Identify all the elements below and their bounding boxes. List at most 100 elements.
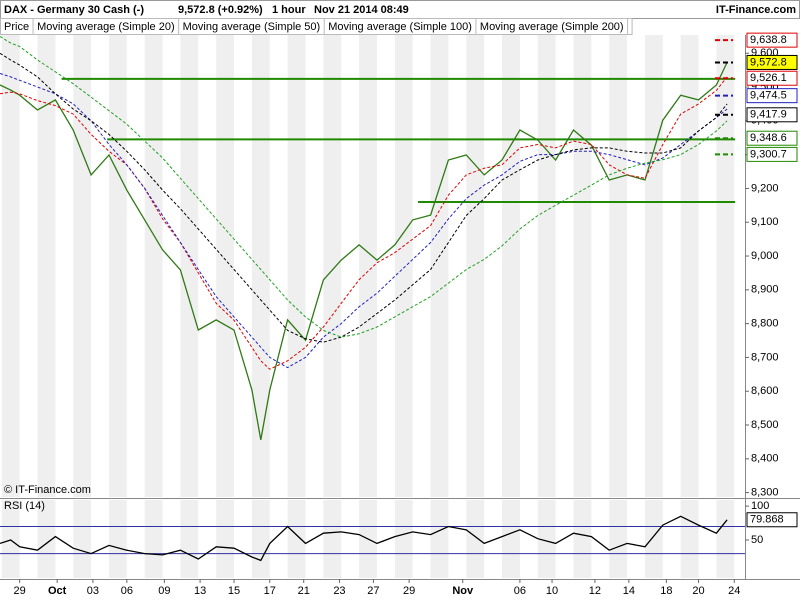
- day-stripe: [644, 500, 663, 578]
- day-stripe: [37, 35, 56, 497]
- day-stripe: [216, 500, 235, 578]
- price-label-box: [746, 54, 798, 70]
- price-label: 9,572.8: [750, 56, 787, 68]
- day-stripes: [1, 35, 735, 578]
- x-tick-label: 12: [589, 585, 601, 597]
- price-label: 9,348.6: [750, 132, 787, 144]
- day-stripe: [323, 500, 342, 578]
- day-stripe: [108, 500, 127, 578]
- y-tick-label: 9,200: [751, 182, 779, 194]
- y-tick-label: 8,900: [751, 284, 779, 296]
- x-tick-label: 23: [333, 585, 345, 597]
- instrument-title: DAX - Germany 30 Cash (-): [4, 4, 144, 16]
- day-stripe: [359, 35, 377, 497]
- x-tick-label: 29: [403, 585, 415, 597]
- day-stripe: [466, 35, 485, 497]
- last-value-box: [746, 512, 798, 528]
- rsi-title: RSI (14): [4, 500, 45, 512]
- price-label: 9,417.9: [750, 109, 787, 121]
- y-tick-label: 8,700: [751, 351, 779, 363]
- price-label-box: [746, 130, 798, 146]
- x-tick-label: 24: [728, 585, 740, 597]
- day-stripe: [573, 35, 592, 497]
- legend-entry: Moving average (Simple 200): [480, 21, 624, 33]
- x-tick-label: 21: [298, 585, 310, 597]
- price-label: 9,526.1: [750, 72, 787, 84]
- day-stripe: [537, 500, 556, 578]
- day-stripe: [180, 35, 199, 497]
- day-stripe: [1, 500, 20, 578]
- day-stripe: [466, 500, 485, 578]
- day-stripe: [287, 500, 306, 578]
- series-line: [0, 35, 728, 338]
- day-stripe: [430, 500, 449, 578]
- legend-entry: Moving average (Simple 20): [37, 21, 175, 33]
- legend: Price Moving average (Simple 20) Moving av…: [4, 19, 629, 34]
- day-stripe: [180, 500, 199, 578]
- x-tick-label: 13: [194, 585, 206, 597]
- x-tick-label: 17: [264, 585, 276, 597]
- x-tick-label: 29: [14, 585, 26, 597]
- series-line: [0, 76, 728, 370]
- series-line: [0, 62, 728, 441]
- day-stripe: [537, 35, 556, 497]
- x-tick-label: 14: [623, 585, 635, 597]
- x-tick-label: 18: [660, 585, 672, 597]
- y-tick-label: 8,600: [751, 385, 779, 397]
- x-tick-label: 09: [158, 585, 170, 597]
- y-tick-label: 8,300: [751, 487, 779, 499]
- series-line: [0, 52, 728, 343]
- x-tick-label: 20: [692, 585, 704, 597]
- price-label-box: [746, 70, 798, 86]
- y-tick-label: 50: [751, 534, 763, 546]
- legend-entry: Moving average (Simple 50): [183, 21, 321, 33]
- last-value-label: 79.868: [750, 514, 784, 526]
- y-tick-label: 9,100: [751, 216, 779, 228]
- price-label-box: [746, 146, 798, 162]
- day-stripe: [573, 500, 592, 578]
- timestamp: Nov 21 2014 08:49: [314, 4, 409, 16]
- day-stripe: [37, 500, 56, 578]
- price-label-box: [746, 107, 798, 123]
- day-stripe: [251, 35, 270, 497]
- legend-bar: [0, 18, 633, 35]
- day-stripe: [680, 35, 699, 497]
- y-tick-label: 9,000: [751, 250, 779, 262]
- day-stripe: [287, 35, 306, 497]
- y-tick-label: 100: [751, 500, 769, 512]
- y-tick-label: 8,400: [751, 453, 779, 465]
- x-tick-label: Oct: [48, 585, 67, 597]
- day-stripe: [716, 500, 735, 578]
- watermark: © IT-Finance.com: [4, 484, 91, 496]
- price-label: 9,300.7: [750, 148, 787, 160]
- y-tick-label: 8,800: [751, 318, 779, 330]
- day-stripe: [251, 500, 270, 578]
- day-stripe: [609, 35, 628, 497]
- day-stripe: [144, 35, 163, 497]
- day-stripe: [323, 35, 342, 497]
- x-tick-label: 15: [228, 585, 240, 597]
- day-stripe: [216, 35, 235, 497]
- x-tick-label: Nov: [452, 585, 474, 597]
- day-stripe: [394, 35, 413, 497]
- day-stripe: [502, 35, 520, 497]
- day-stripe: [609, 500, 628, 578]
- x-tick-label: 27: [367, 585, 379, 597]
- day-stripe: [108, 35, 127, 497]
- legend-entry: Price: [4, 21, 29, 33]
- day-stripe: [394, 500, 413, 578]
- day-stripe: [716, 35, 735, 497]
- day-stripe: [1, 35, 20, 497]
- interval: 1 hour: [272, 4, 306, 16]
- x-tick-label: 06: [514, 585, 526, 597]
- day-stripe: [73, 500, 92, 578]
- price-label-box: [746, 88, 798, 104]
- day-stripe: [144, 500, 163, 578]
- x-tick-label: 03: [87, 585, 99, 597]
- y-tick-label: 8,500: [751, 419, 779, 431]
- day-stripe: [502, 500, 520, 578]
- legend-entry: Moving average (Simple 100): [328, 21, 472, 33]
- x-tick-label: 10: [546, 585, 558, 597]
- series-line: [0, 515, 728, 562]
